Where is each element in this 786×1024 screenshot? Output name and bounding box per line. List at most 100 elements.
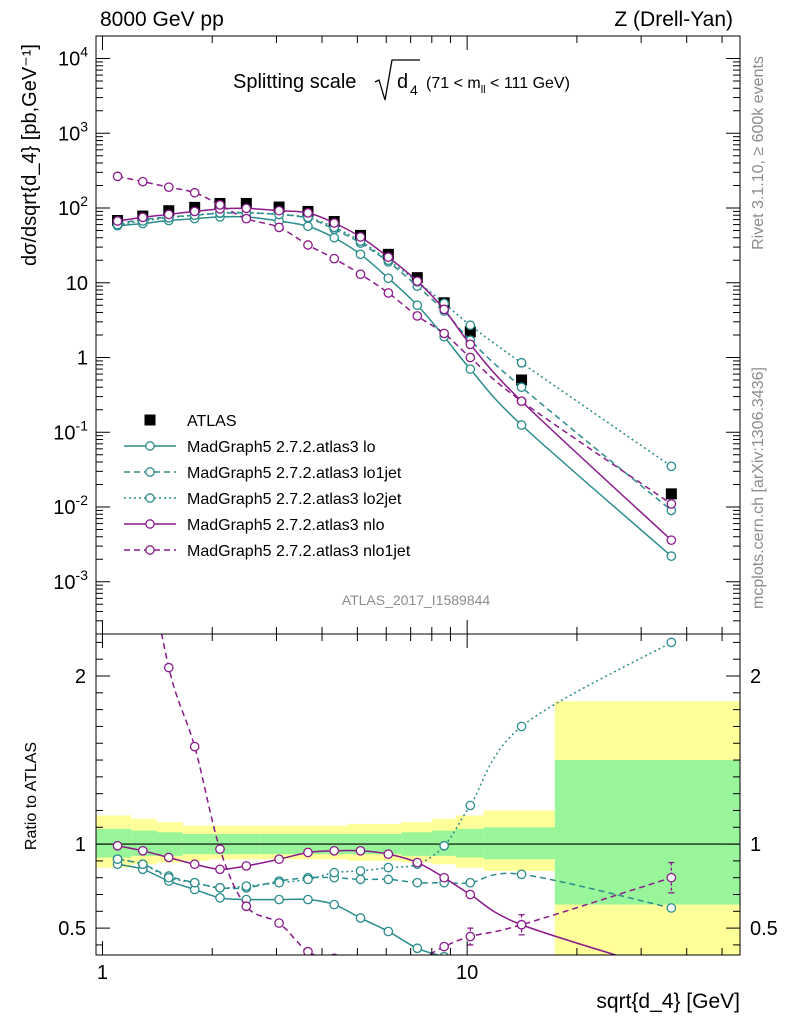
uncertainty-band-inner — [554, 760, 740, 905]
series-marker — [412, 311, 423, 321]
main-content — [112, 171, 677, 562]
title-cut-sub: ll — [481, 84, 486, 96]
series-marker — [241, 213, 252, 224]
y-tick-label: 104 — [58, 44, 88, 71]
series-marker — [465, 352, 476, 363]
x-tick-label: 10 — [456, 962, 478, 984]
series-marker — [163, 209, 174, 220]
ratio-marker — [516, 721, 527, 732]
legend-marker — [145, 545, 155, 555]
ratio-marker — [274, 918, 284, 928]
ratio-marker — [137, 859, 148, 870]
series-marker — [666, 499, 677, 509]
legend-label: MadGraph5 2.7.2.atlas3 nlo1jet — [187, 543, 411, 560]
ratio-marker — [465, 931, 476, 942]
ratio-y-tick-label-left: 2 — [75, 666, 86, 688]
ratio-marker — [356, 958, 364, 966]
legend-label: MadGraph5 2.7.2.atlas3 lo — [187, 439, 376, 456]
legend-label: ATLAS — [187, 413, 237, 430]
ratio-marker — [113, 352, 121, 360]
ratio-marker — [439, 951, 449, 955]
series-marker — [112, 171, 123, 182]
y-tick-label: 102 — [58, 193, 88, 220]
series-marker — [355, 269, 366, 280]
ratio-marker — [383, 862, 394, 873]
ratio-marker — [215, 864, 225, 875]
series-marker — [383, 273, 394, 284]
ratio-marker — [516, 919, 527, 930]
legend-marker — [144, 414, 156, 426]
mcplots-label: mcplots.cern.ch [arXiv:1306.3436] — [750, 367, 767, 609]
ratio-marker — [112, 840, 123, 851]
ratio-marker — [215, 882, 225, 893]
ratio-marker — [384, 958, 392, 966]
ratio-marker — [241, 901, 252, 912]
uncertainty-band-inner — [455, 828, 484, 858]
ratio-marker — [465, 877, 476, 888]
atlas-marker — [516, 374, 528, 386]
main-series-3 — [112, 207, 677, 472]
ratio-marker — [163, 872, 174, 883]
sqrt-symbol-icon — [374, 59, 420, 101]
ratio-marker — [383, 849, 394, 860]
legend-marker — [145, 493, 155, 503]
legend-marker — [145, 467, 155, 477]
legend-item-1: MadGraph5 2.7.2.atlas3 lo — [124, 439, 376, 456]
ratio-marker — [303, 894, 313, 905]
y-tick-label: 10-3 — [53, 567, 88, 594]
ratio-marker — [329, 867, 340, 878]
series-marker — [412, 276, 423, 287]
series-marker — [666, 461, 677, 472]
ratio-panel: 1 10 0.5 0.5 1 1 2 2 Ratio to ATLAS — [23, 352, 778, 984]
ylabel-ratio: Ratio to ATLAS — [23, 742, 40, 850]
legend-item-3: MadGraph5 2.7.2.atlas3 lo2jet — [124, 491, 402, 508]
y-tick-label: 103 — [58, 118, 88, 145]
ratio-marker — [412, 877, 423, 888]
main-series-4 — [112, 203, 677, 546]
ratio-marker — [329, 845, 340, 856]
ratio-y-tick-label-left: 0.5 — [58, 918, 86, 940]
ratio-content — [96, 352, 740, 976]
title-cut-end: < 111 GeV) — [486, 75, 570, 92]
series-marker — [516, 420, 527, 430]
main-axes: 10-3 10-2 10-1 1 10 102 103 104 — [53, 35, 740, 635]
ratio-marker — [439, 840, 450, 851]
ratio-marker — [439, 941, 450, 952]
ratio-marker — [383, 874, 394, 885]
series-marker — [666, 551, 677, 562]
header-right: Z (Drell-Yan) — [614, 8, 733, 31]
series-marker — [215, 200, 225, 210]
series-marker — [189, 206, 200, 217]
ratio-marker — [274, 894, 284, 905]
ratio-y-tick-label-right: 0.5 — [750, 918, 778, 940]
ratio-marker — [667, 968, 675, 976]
series-marker — [274, 222, 284, 233]
series-marker — [303, 221, 313, 232]
series-marker — [303, 240, 313, 250]
ratio-marker — [465, 800, 476, 811]
ratio-marker — [303, 847, 313, 858]
series-marker — [189, 187, 200, 198]
series-marker — [355, 232, 366, 242]
legend-item-2: MadGraph5 2.7.2.atlas3 lo1jet — [124, 465, 402, 482]
series-marker — [383, 252, 394, 263]
title-symbol: d — [397, 71, 408, 93]
series-marker — [274, 205, 284, 216]
x-axis-label: sqrt{d_4} [GeV] — [596, 990, 740, 1013]
series-marker — [137, 212, 148, 223]
series-marker — [303, 208, 313, 218]
legend-item-4: MadGraph5 2.7.2.atlas3 nlo — [124, 517, 385, 534]
legend-label: MadGraph5 2.7.2.atlas3 lo1jet — [187, 465, 402, 482]
series-marker — [412, 300, 423, 311]
ratio-marker — [112, 854, 123, 865]
y-tick-label: 10-2 — [53, 492, 88, 519]
ratio-frame — [95, 633, 741, 956]
ratio-y-tick-label-right: 1 — [750, 834, 761, 856]
uncertainty-band-inner — [483, 827, 555, 860]
series-marker — [439, 328, 450, 339]
series-marker — [516, 396, 527, 407]
ratio-marker — [465, 889, 476, 900]
ratio-marker — [383, 926, 394, 937]
y-axis-label-main: dσ/dsqrt{d_4} [pb,GeV⁻¹] — [19, 44, 41, 266]
title-cut-start: (71 < m — [426, 75, 481, 92]
